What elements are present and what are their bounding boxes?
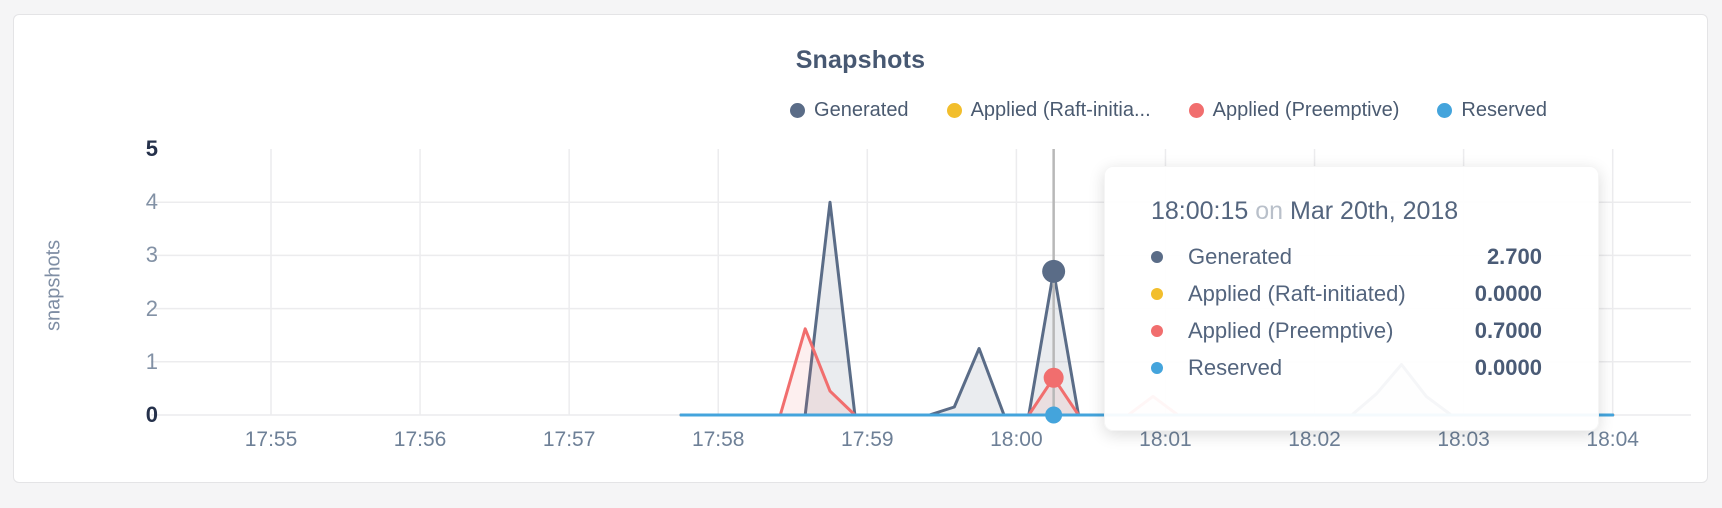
tooltip: 18:00:15 on Mar 20th, 2018 Generated 2.70…	[1104, 166, 1599, 431]
y-axis-label: 4	[145, 189, 158, 215]
tooltip-series-value: 2.700	[1486, 243, 1542, 269]
tooltip-series-dot-icon	[1151, 287, 1163, 300]
legend-item-applied-preemptive[interactable]: Applied (Preemptive)	[1188, 99, 1400, 122]
legend-label: Reserved	[1461, 99, 1547, 121]
tooltip-row: Reserved 0.0000	[1151, 349, 1542, 386]
y-axis-label: 5	[145, 136, 158, 161]
legend-label: Applied (Preemptive)	[1212, 99, 1400, 121]
legend-dot-icon	[946, 103, 962, 118]
tooltip-row: Applied (Preemptive) 0.7000	[1151, 312, 1542, 349]
highlight-dot-generated	[1042, 259, 1066, 283]
x-axis-label: 17:56	[393, 428, 447, 451]
legend-label: Generated	[814, 99, 909, 121]
legend: Generated Applied (Raft-initia... Applied …	[790, 99, 1547, 122]
highlight-dot-applied-preemptive	[1043, 367, 1064, 388]
x-axis-label: 18:01	[1139, 428, 1192, 451]
y-axis-label: 3	[145, 242, 158, 268]
highlight-dot-reserved	[1045, 406, 1063, 424]
tooltip-series-label: Applied (Preemptive)	[1188, 317, 1394, 343]
tooltip-series-label: Reserved	[1188, 354, 1283, 380]
tooltip-series-label: Applied (Raft-initiated)	[1188, 280, 1406, 306]
chart-title: Snapshots	[795, 46, 926, 74]
x-axis-label: 17:55	[244, 428, 298, 451]
legend-item-applied-raft-initia[interactable]: Applied (Raft-initia...	[946, 99, 1151, 122]
y-axis-label: 2	[145, 295, 158, 321]
x-axis-label: 18:00	[990, 428, 1043, 451]
tooltip-separator: on	[1255, 197, 1284, 225]
legend-dot-icon	[790, 103, 806, 118]
tooltip-series-value: 0.0000	[1474, 280, 1542, 306]
tooltip-series-value: 0.0000	[1474, 354, 1542, 380]
tooltip-row: Generated 2.700	[1151, 238, 1542, 275]
tooltip-series-dot-icon	[1151, 361, 1163, 374]
legend-item-generated[interactable]: Generated	[790, 99, 909, 122]
tooltip-header: 18:00:15 on Mar 20th, 2018	[1151, 197, 1542, 226]
legend-dot-icon	[1188, 103, 1204, 118]
tooltip-date: Mar 20th, 2018	[1290, 197, 1459, 225]
legend-dot-icon	[1437, 103, 1453, 118]
tooltip-series-value: 0.7000	[1474, 317, 1542, 343]
tooltip-series-label: Generated	[1188, 243, 1292, 269]
x-axis-label: 17:57	[542, 428, 596, 451]
tooltip-series-dot-icon	[1151, 250, 1163, 263]
x-axis-label: 18:04	[1586, 428, 1639, 451]
x-axis-label: 17:58	[691, 428, 745, 451]
tooltip-time: 18:00:15	[1151, 197, 1249, 225]
y-axis-label: 1	[145, 348, 158, 374]
x-axis-label: 18:03	[1437, 428, 1490, 451]
chart-card: Snapshots Generated Applied (Raft-initia.…	[13, 14, 1708, 483]
tooltip-series-dot-icon	[1151, 324, 1163, 337]
x-axis-label: 18:02	[1288, 428, 1341, 451]
y-axis-label: 0	[145, 402, 158, 427]
legend-item-reserved[interactable]: Reserved	[1437, 99, 1547, 122]
tooltip-row: Applied (Raft-initiated) 0.0000	[1151, 275, 1542, 312]
x-axis-label: 17:59	[841, 428, 894, 451]
legend-label: Applied (Raft-initia...	[970, 99, 1151, 121]
tooltip-rows: Generated 2.700 Applied (Raft-initiated) 0.…	[1151, 238, 1542, 386]
